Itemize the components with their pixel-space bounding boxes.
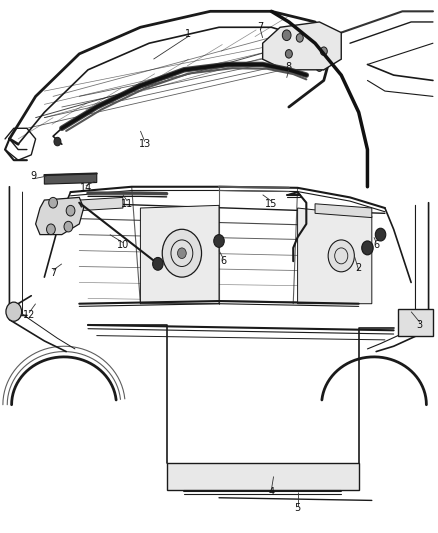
Circle shape: [306, 51, 315, 62]
Circle shape: [316, 63, 323, 71]
Circle shape: [64, 221, 73, 232]
Text: 2: 2: [356, 263, 362, 272]
Text: 6: 6: [220, 256, 226, 266]
Text: 5: 5: [294, 503, 301, 513]
Circle shape: [328, 240, 354, 272]
Text: 7: 7: [50, 268, 56, 278]
Circle shape: [54, 138, 61, 146]
Circle shape: [283, 30, 291, 41]
Circle shape: [66, 205, 75, 216]
Text: 4: 4: [268, 488, 275, 497]
Text: 14: 14: [80, 183, 92, 193]
Text: 15: 15: [265, 199, 278, 209]
Polygon shape: [297, 208, 372, 304]
Text: 10: 10: [117, 240, 129, 250]
Text: 1: 1: [185, 29, 191, 39]
Text: 6: 6: [373, 240, 379, 250]
Circle shape: [214, 235, 224, 247]
Polygon shape: [398, 309, 433, 336]
Polygon shape: [315, 204, 372, 217]
Circle shape: [296, 34, 303, 42]
Text: 7: 7: [258, 22, 264, 33]
Circle shape: [177, 248, 186, 259]
Text: 13: 13: [139, 139, 151, 149]
Circle shape: [286, 50, 292, 58]
Polygon shape: [263, 22, 341, 70]
Circle shape: [162, 229, 201, 277]
Text: 3: 3: [417, 320, 423, 330]
Circle shape: [6, 302, 21, 321]
Circle shape: [375, 228, 386, 241]
Text: 11: 11: [121, 199, 134, 209]
Polygon shape: [44, 173, 97, 184]
Circle shape: [46, 224, 55, 235]
Text: 8: 8: [286, 62, 292, 72]
Polygon shape: [35, 197, 84, 235]
Circle shape: [152, 257, 163, 270]
Polygon shape: [141, 205, 219, 304]
Circle shape: [49, 197, 57, 208]
Circle shape: [320, 47, 327, 55]
Polygon shape: [166, 463, 359, 490]
Text: 12: 12: [23, 310, 35, 320]
Polygon shape: [79, 197, 123, 211]
Text: 9: 9: [30, 171, 36, 181]
Circle shape: [362, 241, 373, 255]
